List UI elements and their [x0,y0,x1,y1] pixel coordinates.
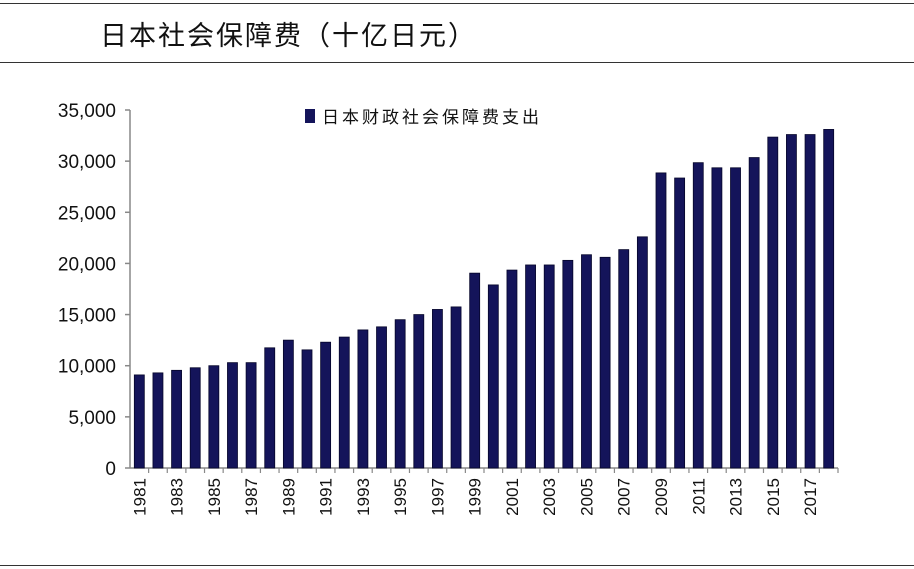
x-tick-label: 1987 [242,478,261,516]
bar-2008 [636,236,648,469]
bar-2011 [692,162,704,469]
y-tick-label: 20,000 [58,254,116,275]
bar-1991 [320,341,332,469]
bar-2006 [599,256,611,469]
y-tick-label: 25,000 [58,203,116,224]
bar-1987 [245,362,257,469]
x-tick-label: 2011 [689,478,708,515]
bar-2003 [543,264,555,469]
bar-2004 [562,259,574,469]
bar-2010 [674,177,686,469]
x-tick-label: 2015 [764,478,783,516]
x-tick-label: 1993 [354,478,373,516]
bar-1990 [301,349,313,469]
bar-1989 [282,339,294,469]
y-tick-label: 15,000 [58,306,116,327]
bar-2001 [506,269,518,469]
bar-2007 [618,249,630,469]
x-tick-label: 1999 [466,478,485,516]
bar-1982 [152,372,164,469]
x-tick-label: 2005 [577,478,596,516]
x-tick-label: 2001 [503,478,522,516]
bar-1986 [227,362,238,469]
y-tick-label: 35,000 [58,101,116,122]
bar-1981 [133,374,145,469]
x-tick-label: 1983 [168,478,187,516]
x-tick-label: 2003 [540,478,559,516]
legend-swatch [305,109,315,123]
y-tick-label: 5,000 [68,408,116,429]
bar-1992 [338,336,350,469]
bar-2013 [730,167,741,469]
x-tick-label: 1997 [428,478,447,516]
bar-2005 [581,254,592,469]
x-tick-label: 2007 [615,478,634,516]
bar-2009 [655,172,667,469]
y-tick-label: 30,000 [58,152,116,173]
title-rule [0,62,914,63]
x-tick-label: 1981 [130,478,149,516]
bar-2014 [748,157,760,469]
legend-label: 日本财政社会保障费支出 [322,108,542,128]
x-tick-label: 2013 [727,478,746,516]
bar-2012 [711,167,723,469]
top-rule [0,3,914,4]
x-tick-label: 2009 [652,478,671,516]
bar-1996 [413,314,425,469]
y-tick-label: 10,000 [58,357,116,378]
bar-2017 [804,134,816,469]
bar-1997 [432,309,443,469]
bar-2016 [786,134,797,469]
bar-1999 [469,272,481,469]
bar-1994 [376,326,387,469]
bar-2002 [525,264,536,469]
bar-1998 [450,306,462,469]
chart-title: 日本社会保障费（十亿日元） [100,21,477,52]
bar-2018 [823,129,835,469]
bar-1995 [394,319,406,469]
x-tick-label: 1985 [205,478,224,516]
x-tick-label: 2017 [801,478,820,516]
x-tick-label: 1989 [279,478,298,516]
bar-1993 [357,329,369,469]
bar-1984 [189,367,201,469]
x-tick-label: 1995 [391,478,410,516]
bar-1983 [171,369,182,469]
bar-2015 [767,136,779,469]
bar-1985 [208,365,220,469]
bottom-rule [0,565,914,566]
bar-1988 [264,347,276,469]
x-tick-label: 1991 [317,478,336,516]
bar-2000 [487,284,499,469]
y-tick-label: 0 [105,459,116,480]
